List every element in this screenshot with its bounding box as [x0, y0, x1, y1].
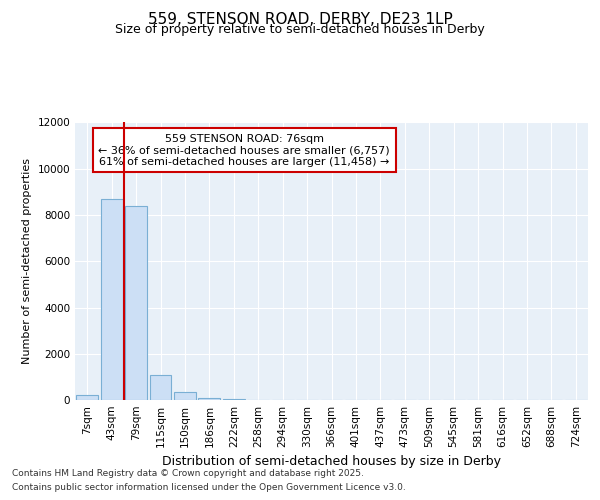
Bar: [174, 392, 196, 400]
Bar: [76, 396, 98, 400]
Y-axis label: Number of semi-detached properties: Number of semi-detached properties: [22, 158, 32, 364]
Text: Size of property relative to semi-detached houses in Derby: Size of property relative to semi-detach…: [115, 24, 485, 36]
Text: 559, STENSON ROAD, DERBY, DE23 1LP: 559, STENSON ROAD, DERBY, DE23 1LP: [148, 12, 452, 28]
Bar: [223, 399, 245, 400]
Bar: [149, 374, 172, 400]
Text: 559 STENSON ROAD: 76sqm
← 36% of semi-detached houses are smaller (6,757)
61% of: 559 STENSON ROAD: 76sqm ← 36% of semi-de…: [98, 134, 390, 167]
Text: Contains HM Land Registry data © Crown copyright and database right 2025.: Contains HM Land Registry data © Crown c…: [12, 468, 364, 477]
Bar: [125, 206, 147, 400]
Text: Contains public sector information licensed under the Open Government Licence v3: Contains public sector information licen…: [12, 484, 406, 492]
X-axis label: Distribution of semi-detached houses by size in Derby: Distribution of semi-detached houses by …: [162, 456, 501, 468]
Bar: [101, 199, 122, 400]
Bar: [199, 398, 220, 400]
